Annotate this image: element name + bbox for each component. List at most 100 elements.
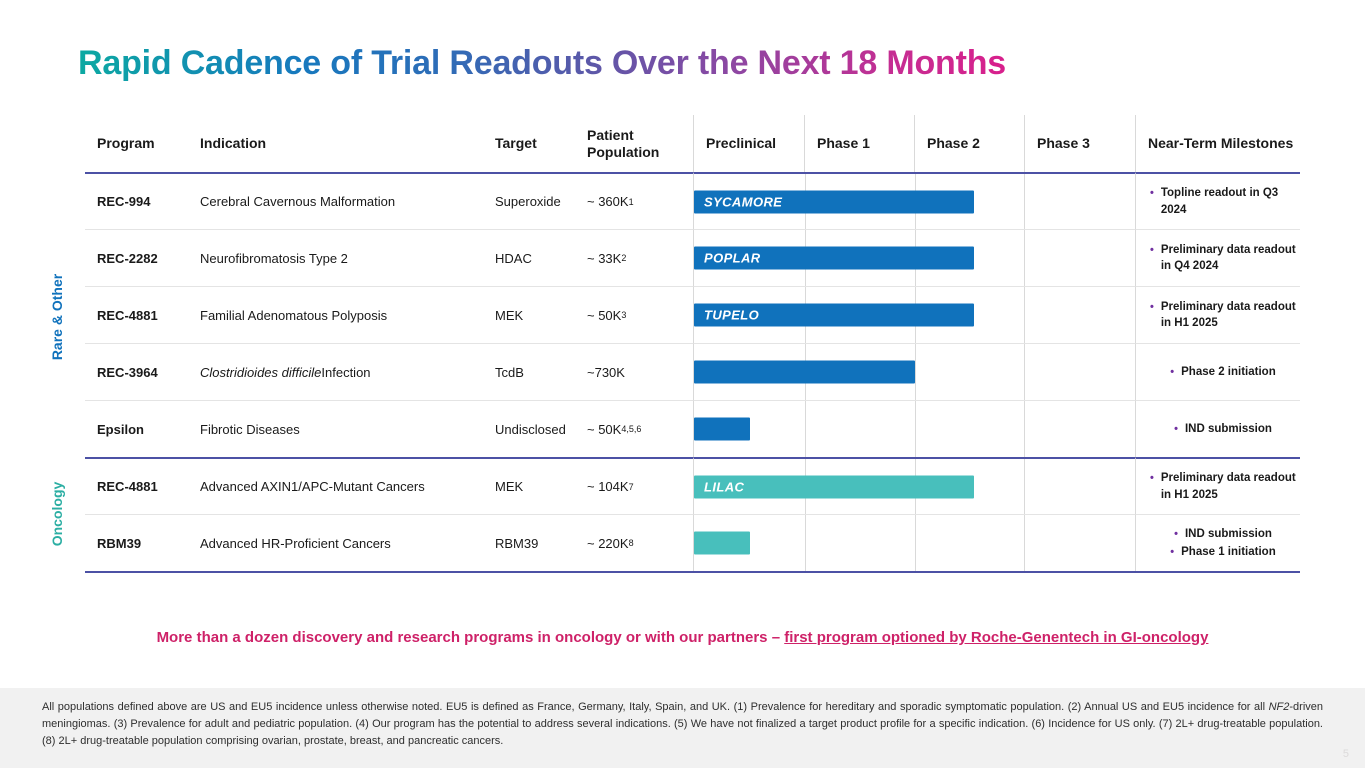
milestone-item: • Phase 2 initiation bbox=[1170, 364, 1275, 381]
indication-italic: Clostridioides difficile bbox=[200, 364, 322, 380]
col-header-phase-3: Phase 3 bbox=[1024, 115, 1135, 172]
milestones-cell: • Preliminary data readout in H1 2025 bbox=[1135, 457, 1300, 514]
footnotes-bar: All populations defined above are US and… bbox=[0, 688, 1365, 768]
trial-bar-unlabeled bbox=[694, 360, 915, 384]
indication-text: Fibrotic Diseases bbox=[200, 421, 300, 437]
indication-cell: Cerebral Cavernous Malformation bbox=[188, 172, 483, 229]
key-statement: More than a dozen discovery and research… bbox=[0, 629, 1365, 646]
phase-track bbox=[693, 400, 1135, 457]
col-header-patient-population: Patient Population bbox=[587, 127, 660, 160]
indication-text: Advanced AXIN1/APC-Mutant Cancers bbox=[200, 479, 425, 494]
milestone-item: • IND submission bbox=[1174, 526, 1272, 543]
bullet-icon: • bbox=[1170, 365, 1175, 378]
milestone-text: IND submission bbox=[1184, 527, 1272, 540]
population-value: ~ 220K bbox=[587, 535, 629, 551]
population-footnote-ref: 4,5,6 bbox=[621, 424, 642, 434]
target-cell: MEK bbox=[483, 286, 575, 343]
col-header-near-term-milestones: Near-Term Milestones bbox=[1135, 115, 1300, 172]
phase-track bbox=[693, 343, 1135, 400]
bullet-icon: • bbox=[1174, 422, 1178, 435]
indication-text: Familial Adenomatous Polyposis bbox=[200, 307, 388, 323]
phase-track bbox=[693, 514, 1135, 571]
col-header-program: Program bbox=[97, 135, 155, 152]
population-cell: ~ 220K 8 bbox=[575, 514, 693, 571]
milestone-text: Preliminary data readout in H1 2025 bbox=[1160, 300, 1296, 329]
trial-bar-tupelo: TUPELO bbox=[694, 303, 974, 327]
bullet-icon: • bbox=[1150, 472, 1154, 485]
milestones-cell: • Phase 2 initiation bbox=[1135, 343, 1300, 400]
trial-bar-poplar: POPLAR bbox=[694, 246, 974, 270]
trial-bar-lilac: LILAC bbox=[694, 475, 975, 498]
indication-cell: Advanced HR-Proficient Cancers bbox=[188, 514, 483, 571]
trial-bar-unlabeled bbox=[694, 417, 751, 441]
indication-cell: Advanced AXIN1/APC-Mutant Cancers bbox=[188, 457, 483, 514]
milestone-text: Topline readout in Q3 2024 bbox=[1160, 187, 1279, 216]
bullet-icon: • bbox=[1174, 527, 1178, 540]
indication-text: Neurofibromatosis Type 2 bbox=[200, 250, 348, 266]
population-value: ~ 33K bbox=[587, 250, 622, 266]
target-cell: Superoxide bbox=[483, 172, 575, 229]
bullet-icon: • bbox=[1150, 300, 1154, 313]
milestone-text: IND submission bbox=[1184, 422, 1272, 435]
key-statement-lead: More than a dozen discovery and research… bbox=[156, 629, 785, 646]
footnote-segment: All populations defined above are US and… bbox=[42, 701, 1269, 713]
footnote-italic-term: NF2 bbox=[1268, 701, 1290, 713]
col-header-phase-1: Phase 1 bbox=[804, 115, 914, 172]
population-value: ~730K bbox=[587, 364, 625, 380]
program-cell: Epsilon bbox=[85, 400, 188, 457]
milestone-item: • Phase 1 initiation bbox=[1170, 544, 1275, 561]
milestones-cell: • IND submission • Phase 1 initiation bbox=[1135, 514, 1300, 571]
target-cell: MEK bbox=[483, 457, 575, 514]
milestone-text: Preliminary data readout in Q4 2024 bbox=[1160, 243, 1296, 272]
program-cell: REC-3964 bbox=[85, 343, 188, 400]
population-footnote-ref: 3 bbox=[621, 310, 627, 320]
trial-bar-unlabeled bbox=[694, 531, 751, 555]
trial-bar-sycamore: SYCAMORE bbox=[694, 190, 974, 213]
milestone-item: • Preliminary data readout in H1 2025 bbox=[1150, 299, 1296, 331]
milestones-cell: • Topline readout in Q3 2024 bbox=[1135, 172, 1300, 229]
milestone-item: • Topline readout in Q3 2024 bbox=[1150, 185, 1296, 217]
key-statement-underlined: first program optioned by Roche-Genentec… bbox=[784, 629, 1209, 646]
phase-track: SYCAMORE bbox=[693, 172, 1135, 229]
program-cell: REC-2282 bbox=[85, 229, 188, 286]
population-footnote-ref: 8 bbox=[628, 538, 634, 548]
bullet-icon: • bbox=[1150, 187, 1154, 200]
section-label-oncology: Oncology bbox=[49, 481, 65, 547]
col-header-target: Target bbox=[495, 135, 537, 152]
phase-track: LILAC bbox=[693, 457, 1135, 514]
col-header-indication: Indication bbox=[200, 135, 267, 152]
slide-title: Rapid Cadence of Trial Readouts Over the… bbox=[78, 44, 1006, 82]
population-cell: ~730K bbox=[575, 343, 693, 400]
footnote-text: All populations defined above are US and… bbox=[42, 701, 1323, 747]
milestones-cell: • Preliminary data readout in H1 2025 bbox=[1135, 286, 1300, 343]
population-value: ~ 104K bbox=[587, 479, 629, 494]
milestone-item: • IND submission bbox=[1174, 421, 1272, 438]
population-cell: ~ 50K 4,5,6 bbox=[575, 400, 693, 457]
population-cell: ~ 360K 1 bbox=[575, 172, 693, 229]
target-cell: RBM39 bbox=[483, 514, 575, 571]
milestone-text: Phase 2 initiation bbox=[1181, 365, 1276, 378]
target-cell: TcdB bbox=[483, 343, 575, 400]
indication-text: Cerebral Cavernous Malformation bbox=[200, 194, 396, 209]
target-cell: HDAC bbox=[483, 229, 575, 286]
indication-cell: Fibrotic Diseases bbox=[188, 400, 483, 457]
population-cell: ~ 104K 7 bbox=[575, 457, 693, 514]
population-footnote-ref: 2 bbox=[621, 253, 627, 263]
population-cell: ~ 50K 3 bbox=[575, 286, 693, 343]
bullet-icon: • bbox=[1170, 546, 1175, 558]
target-cell: Undisclosed bbox=[483, 400, 575, 457]
milestones-cell: • IND submission bbox=[1135, 400, 1300, 457]
col-header-preclinical: Preclinical bbox=[693, 115, 804, 172]
milestone-item: • Preliminary data readout in H1 2025 bbox=[1150, 470, 1296, 502]
phase-track: TUPELO bbox=[693, 286, 1135, 343]
milestones-cell: • Preliminary data readout in Q4 2024 bbox=[1135, 229, 1300, 286]
program-cell: REC-4881 bbox=[85, 457, 188, 514]
indication-cell: Familial Adenomatous Polyposis bbox=[188, 286, 483, 343]
milestone-text: Phase 1 initiation bbox=[1181, 546, 1276, 558]
phase-track: POPLAR bbox=[693, 229, 1135, 286]
population-footnote-ref: 1 bbox=[628, 196, 634, 207]
indication-cell: Neurofibromatosis Type 2 bbox=[188, 229, 483, 286]
milestone-item: • Preliminary data readout in Q4 2024 bbox=[1150, 242, 1296, 274]
col-header-phase-2: Phase 2 bbox=[914, 115, 1024, 172]
